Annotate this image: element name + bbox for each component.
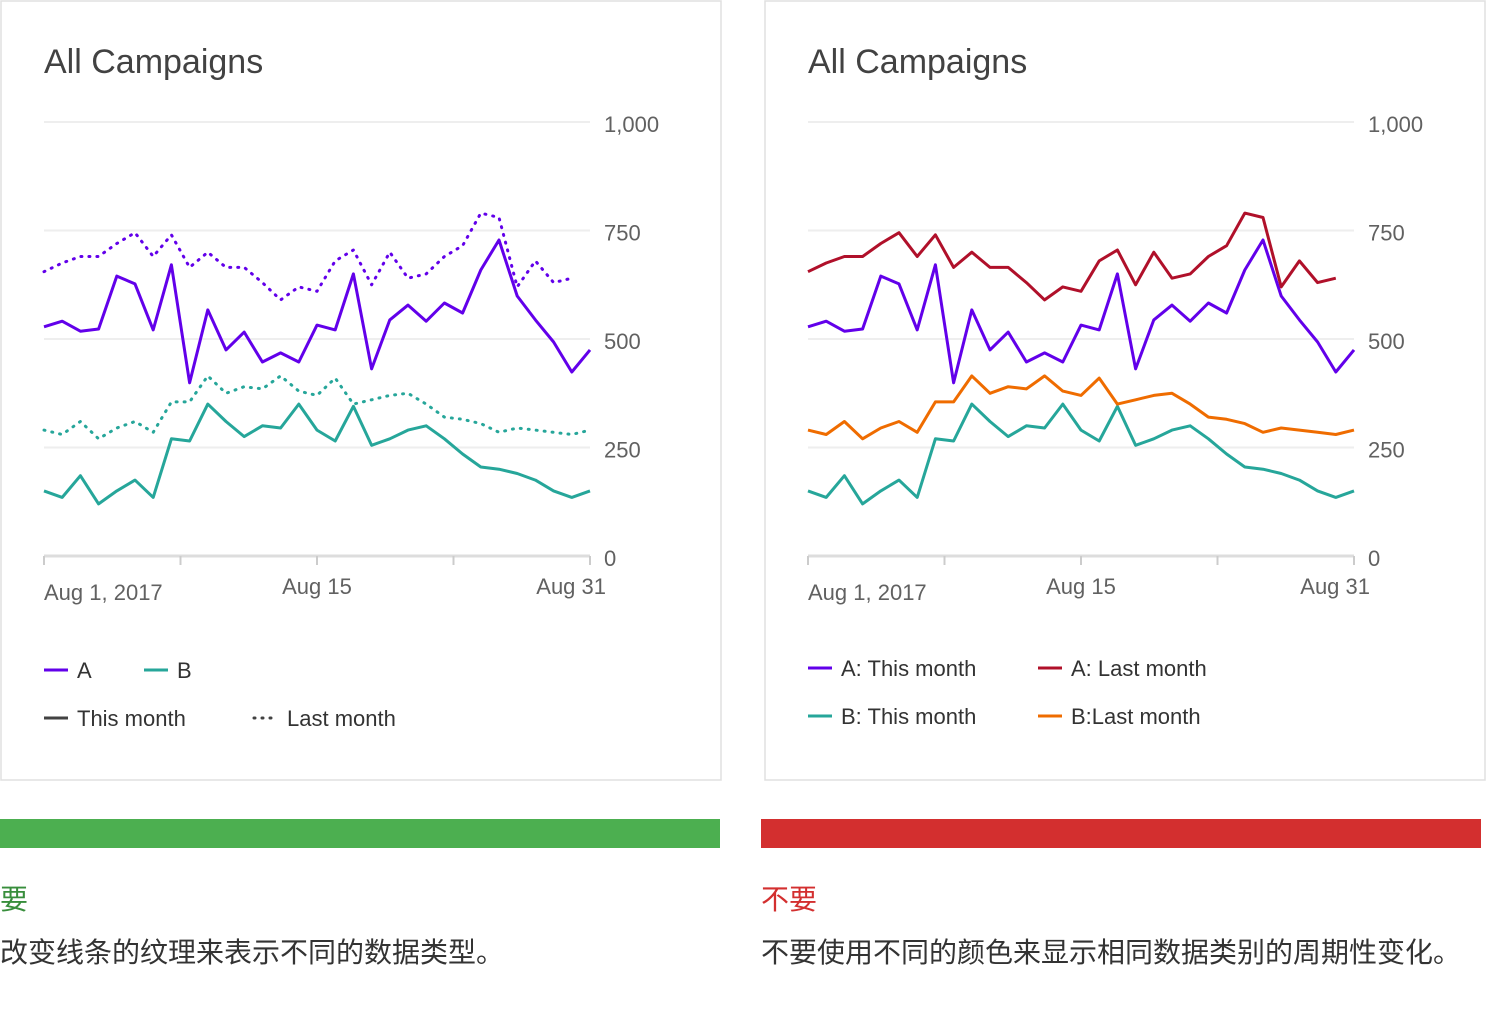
series-line: [807, 374, 1355, 441]
legend-label: B: [177, 658, 192, 683]
y-tick-label: 1,000: [604, 112, 659, 137]
legend-label: A: This month: [841, 656, 976, 681]
x-tick-label: Aug 1, 2017: [44, 580, 163, 605]
series-line: [43, 238, 592, 385]
caption-bar: [761, 819, 1481, 848]
y-tick-label: 750: [1368, 220, 1405, 245]
card: [764, 0, 1486, 781]
x-tick-label: Aug 15: [282, 574, 352, 599]
legend-label: B: This month: [841, 704, 976, 729]
legend-label: B:Last month: [1071, 704, 1201, 729]
caption-text: 不要使用不同的颜色来显示相同数据类别的周期性变化。: [761, 937, 1462, 968]
series-line: [43, 402, 591, 506]
legend-label: A: Last month: [1071, 656, 1207, 681]
y-tick-label: 250: [604, 437, 641, 462]
x-tick-label: Aug 1, 2017: [808, 580, 927, 605]
y-tick-label: 0: [1368, 546, 1380, 571]
x-tick-label: Aug 31: [1300, 574, 1370, 599]
chart-title: All Campaigns: [808, 43, 1027, 81]
card: [0, 0, 722, 781]
series-line: [42, 374, 592, 441]
series-line: [807, 211, 1337, 302]
legend-label: A: [77, 658, 92, 683]
series-line: [42, 211, 574, 302]
y-tick-label: 750: [604, 220, 641, 245]
caption: 要 改变线条的纹理来表示不同的数据类型。: [0, 819, 720, 978]
caption-label: 要: [0, 884, 29, 915]
x-tick-label: Aug 15: [1046, 574, 1116, 599]
series-line: [807, 402, 1355, 506]
caption-text: 改变线条的纹理来表示不同的数据类型。: [0, 937, 505, 968]
caption-label: 不要: [761, 884, 818, 915]
charts: All Campaigns 0 250 500 750 1,000 Aug 1, 2017 A…: [0, 0, 1486, 781]
y-tick-label: 500: [1368, 329, 1405, 354]
series-line: [807, 238, 1356, 385]
y-tick-label: 0: [604, 546, 616, 571]
legend-label: Last month: [287, 706, 396, 731]
chart-title: All Campaigns: [44, 43, 263, 81]
y-tick-label: 250: [1368, 437, 1405, 462]
caption-bar: [0, 819, 720, 848]
legend-label: This month: [77, 706, 186, 731]
y-tick-label: 500: [604, 329, 641, 354]
x-tick-label: Aug 31: [536, 574, 606, 599]
y-tick-label: 1,000: [1368, 112, 1423, 137]
caption: 不要 不要使用不同的颜色来显示相同数据类别的周期性变化。: [761, 819, 1481, 978]
